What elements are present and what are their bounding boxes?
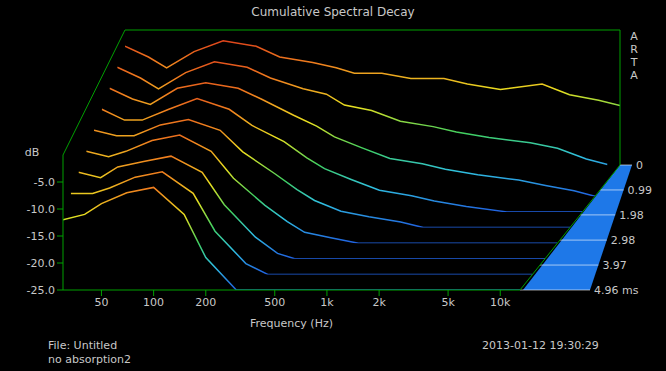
svg-text:2k: 2k	[372, 296, 386, 309]
svg-text:A: A	[630, 69, 638, 82]
svg-text:100: 100	[143, 296, 164, 309]
svg-text:2013-01-12 19:30:29: 2013-01-12 19:30:29	[482, 339, 599, 352]
svg-text:500: 500	[264, 296, 285, 309]
svg-text:T: T	[630, 56, 638, 69]
svg-text:dB: dB	[25, 146, 40, 159]
svg-text:4.96 ms: 4.96 ms	[594, 284, 639, 297]
svg-text:1.98: 1.98	[619, 209, 644, 222]
svg-text:200: 200	[195, 296, 216, 309]
svg-text:-20.0: -20.0	[27, 257, 55, 270]
svg-text:-5.0: -5.0	[34, 176, 55, 189]
svg-text:File: Untitled: File: Untitled	[48, 339, 117, 352]
svg-text:Frequency (Hz): Frequency (Hz)	[250, 317, 333, 330]
svg-text:0: 0	[636, 159, 643, 172]
svg-text:-10.0: -10.0	[27, 203, 55, 216]
svg-text:-15.0: -15.0	[27, 230, 55, 243]
svg-text:A: A	[630, 30, 638, 43]
svg-text:0.99: 0.99	[628, 184, 653, 197]
svg-text:1k: 1k	[320, 296, 334, 309]
svg-text:2.98: 2.98	[611, 234, 636, 247]
svg-text:10k: 10k	[490, 296, 511, 309]
svg-text:Cumulative Spectral Decay: Cumulative Spectral Decay	[251, 5, 414, 19]
svg-text:5k: 5k	[441, 296, 455, 309]
svg-text:50: 50	[94, 296, 108, 309]
svg-text:no absorption2: no absorption2	[48, 353, 131, 366]
svg-text:R: R	[630, 43, 638, 56]
svg-text:-25.0: -25.0	[27, 284, 55, 297]
svg-text:3.97: 3.97	[602, 259, 627, 272]
